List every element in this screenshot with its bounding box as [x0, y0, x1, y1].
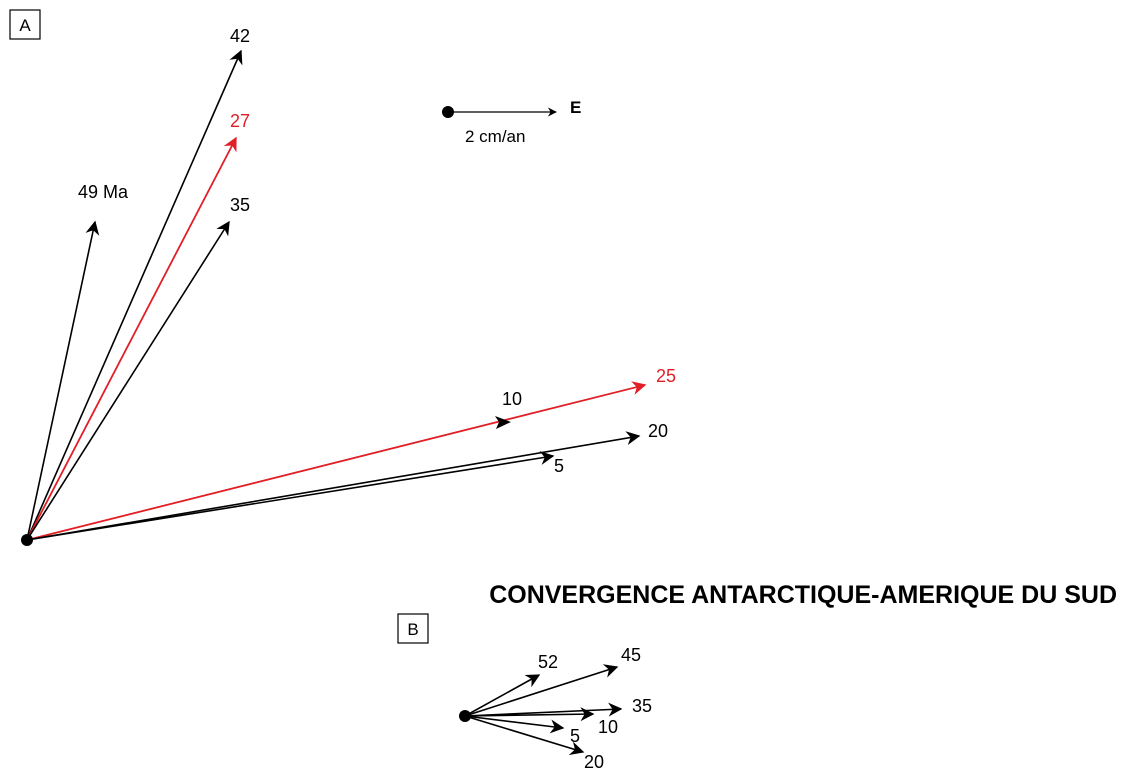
- vector-a-27: [26, 136, 237, 541]
- label-a-25: 25: [656, 366, 676, 386]
- label-a-20: 20: [648, 421, 668, 441]
- vector-b-45: [464, 664, 619, 717]
- vector-b-10: [464, 707, 595, 722]
- label-a-10: 10: [502, 389, 522, 409]
- panel-a-vectors: [21, 49, 647, 546]
- panel-b-labels: 52 45 35 10 5 20: [538, 645, 652, 772]
- vector-a-20: [26, 431, 641, 541]
- label-a-27: 27: [230, 111, 250, 131]
- panel-b-badge: B: [397, 613, 429, 644]
- panel-b-vectors: [459, 664, 623, 756]
- panel-a-labels: 42 27 35 49 Ma 25 10 20 5: [78, 26, 676, 476]
- scale-direction-label: E: [570, 98, 581, 117]
- vector-a-5: [26, 451, 555, 541]
- label-b-10: 10: [598, 717, 618, 737]
- label-a-42: 42: [230, 26, 250, 46]
- vector-b-20: [464, 715, 585, 756]
- label-b-45: 45: [621, 645, 641, 665]
- label-a-35: 35: [230, 195, 250, 215]
- origin-point-b: [459, 710, 471, 722]
- panel-a-badge: A: [9, 9, 41, 40]
- vector-a-49: [26, 220, 100, 541]
- label-a-49: 49 Ma: [78, 182, 129, 202]
- figure-title: CONVERGENCE ANTARCTIQUE-AMERIQUE DU SUD: [489, 581, 1117, 609]
- vector-a-42: [26, 49, 243, 541]
- scale-indicator: E 2 cm/an: [442, 98, 581, 146]
- label-b-35: 35: [632, 696, 652, 716]
- vector-b-52: [464, 674, 541, 717]
- origin-point-a: [21, 534, 33, 546]
- scale-label: 2 cm/an: [465, 127, 525, 146]
- label-b-52: 52: [538, 652, 558, 672]
- vector-b-5: [464, 715, 565, 734]
- vector-a-25: [26, 381, 647, 541]
- label-b-5: 5: [570, 726, 580, 746]
- panel-a-label: A: [19, 16, 31, 35]
- vector-a-10-head: [495, 416, 511, 429]
- vector-a-35: [26, 220, 230, 541]
- panel-b-label: B: [407, 620, 418, 639]
- label-a-5: 5: [554, 456, 564, 476]
- label-b-20: 20: [584, 752, 604, 772]
